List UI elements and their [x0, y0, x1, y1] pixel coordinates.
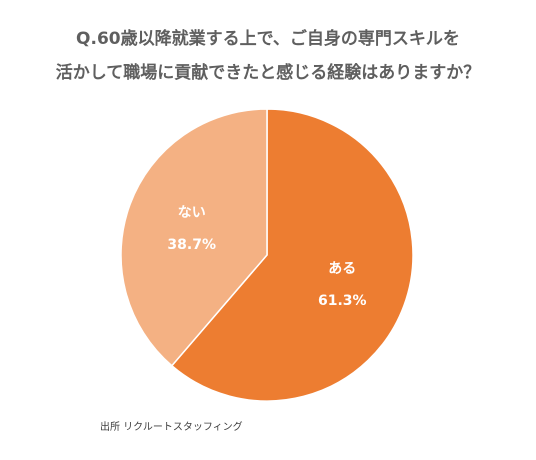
slice-category-label-0: ある: [328, 261, 356, 277]
chart-title-line-1: Q.60歳以降就業する上で、ご自身の専門スキルを: [76, 29, 460, 49]
source-note: 出所 リクルートスタッフィング: [100, 422, 243, 433]
chart-title-line-2: 活かして職場に貢献できたと感じる経験はありますか？: [55, 63, 481, 83]
pie-slice-1: [120, 108, 268, 367]
slice-value-label-0: 61.3%: [318, 293, 367, 309]
slice-value-label-1: 38.7%: [167, 237, 216, 253]
pie-slice-0: [170, 108, 414, 402]
slice-category-label-1: ない: [178, 205, 206, 221]
chart-title: Q.60歳以降就業する上で、ご自身の専門スキルを 活かして職場に貢献できたと感じ…: [0, 22, 536, 90]
